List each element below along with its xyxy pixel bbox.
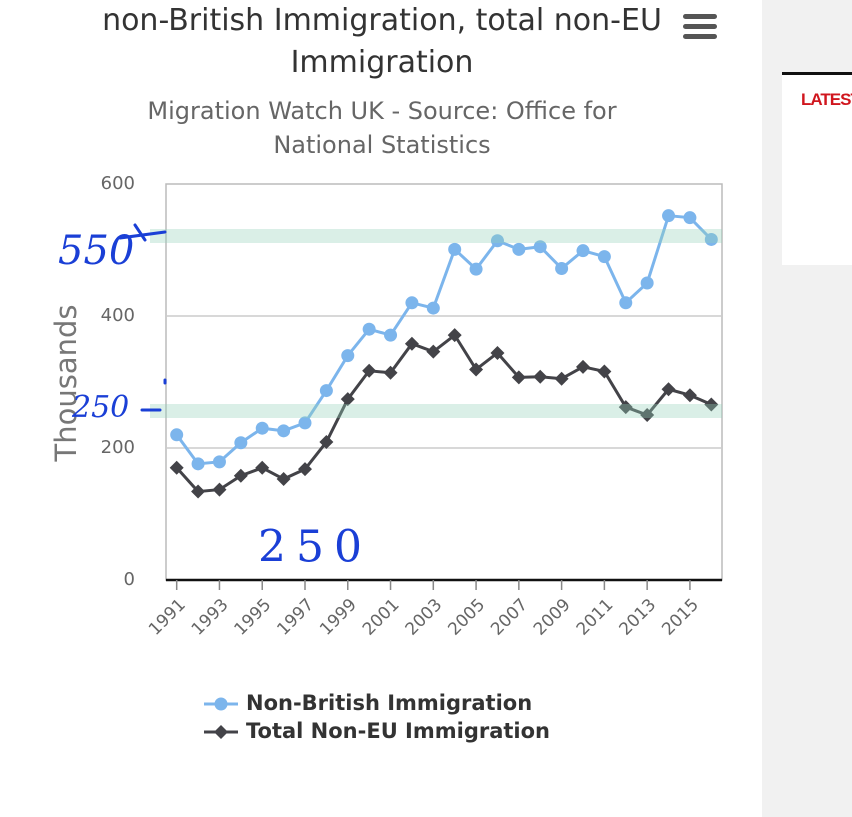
marker bbox=[362, 363, 377, 378]
x-tick-label: 1999 bbox=[316, 595, 361, 640]
x-tick-label: 2011 bbox=[573, 595, 618, 640]
marker bbox=[233, 468, 248, 483]
x-tick-label: 2015 bbox=[658, 595, 703, 640]
x-tick-label: 1993 bbox=[188, 595, 233, 640]
legend-label: Non-British Immigration bbox=[246, 691, 532, 715]
x-tick-label: 2005 bbox=[444, 595, 489, 640]
x-tick-label: 1995 bbox=[231, 595, 276, 640]
marker bbox=[448, 242, 462, 256]
marker bbox=[490, 345, 505, 360]
marker bbox=[662, 209, 676, 223]
latest-card bbox=[782, 72, 852, 265]
annotation: 250 bbox=[71, 390, 129, 425]
marker bbox=[533, 240, 547, 254]
marker bbox=[512, 242, 526, 256]
chart: Thousands 0 200 400 600 19911993199519971999… bbox=[49, 14, 723, 743]
marker bbox=[469, 362, 484, 377]
marker bbox=[170, 428, 184, 442]
x-tick-label: 1997 bbox=[273, 595, 318, 640]
annotation: 550 bbox=[58, 228, 134, 274]
marker bbox=[619, 296, 633, 310]
marker bbox=[597, 250, 611, 264]
marker bbox=[682, 388, 697, 403]
marker bbox=[191, 457, 205, 471]
marker bbox=[255, 421, 269, 435]
marker bbox=[362, 322, 376, 336]
menu-bar[interactable] bbox=[683, 24, 717, 29]
marker bbox=[255, 460, 270, 475]
marker bbox=[576, 359, 590, 374]
marker bbox=[640, 408, 655, 422]
chart-title: non-British Immigration, total non-EU Im… bbox=[102, 3, 662, 80]
marker bbox=[319, 384, 333, 398]
x-tick-label: 1991 bbox=[145, 595, 190, 640]
y-tick-label: 0 bbox=[124, 569, 135, 590]
menu-bar[interactable] bbox=[683, 14, 717, 19]
marker bbox=[661, 382, 676, 397]
marker bbox=[319, 435, 334, 450]
x-tick-label: 2001 bbox=[359, 595, 404, 640]
legend-label: Total Non-EU Immigration bbox=[246, 719, 550, 743]
y-tick-label: 600 bbox=[101, 173, 135, 194]
marker bbox=[704, 397, 719, 412]
marker bbox=[469, 262, 483, 276]
marker bbox=[447, 328, 462, 343]
menu-icon[interactable] bbox=[683, 14, 717, 39]
marker bbox=[576, 244, 590, 258]
marker bbox=[554, 371, 569, 386]
y-axis-label: Thousands bbox=[49, 305, 83, 463]
marker bbox=[384, 328, 398, 342]
menu-bar[interactable] bbox=[683, 34, 717, 39]
marker bbox=[383, 365, 398, 380]
latest-heading[interactable]: LATEST bbox=[801, 90, 852, 109]
marker bbox=[511, 370, 526, 385]
y-tick-label: 400 bbox=[101, 305, 135, 326]
marker bbox=[426, 344, 441, 359]
marker bbox=[405, 296, 419, 310]
chart-subtitle: Migration Watch UK - Source: Office for … bbox=[147, 97, 617, 159]
annotation: 250 bbox=[258, 522, 372, 573]
x-tick-label: 2009 bbox=[530, 595, 575, 640]
legend-item[interactable]: Non-British Immigration bbox=[204, 691, 532, 715]
marker bbox=[234, 436, 248, 450]
y-tick-label: 200 bbox=[101, 437, 135, 458]
marker bbox=[298, 462, 312, 477]
highlight-band bbox=[150, 404, 722, 418]
marker bbox=[277, 424, 291, 438]
marker bbox=[214, 725, 228, 739]
marker bbox=[298, 416, 312, 430]
marker bbox=[640, 276, 654, 290]
marker bbox=[555, 261, 569, 275]
marker bbox=[426, 301, 440, 315]
marker bbox=[169, 460, 184, 475]
marker bbox=[212, 455, 226, 469]
pen-stroke bbox=[118, 223, 167, 242]
marker bbox=[340, 392, 355, 407]
marker bbox=[683, 211, 697, 225]
marker bbox=[212, 482, 227, 497]
marker bbox=[704, 232, 718, 246]
marker bbox=[597, 364, 612, 379]
marker bbox=[191, 484, 206, 499]
pen-stroke bbox=[140, 378, 167, 412]
highlight-band bbox=[150, 229, 722, 243]
x-tick-label: 2007 bbox=[487, 595, 532, 640]
legend-item[interactable]: Total Non-EU Immigration bbox=[204, 719, 550, 743]
x-tick-label: 2013 bbox=[615, 595, 660, 640]
marker bbox=[533, 369, 548, 384]
marker bbox=[490, 234, 504, 248]
marker bbox=[618, 400, 633, 415]
marker bbox=[404, 336, 419, 351]
marker bbox=[276, 472, 291, 487]
marker bbox=[214, 697, 228, 711]
marker bbox=[341, 349, 355, 363]
plot-border bbox=[165, 183, 723, 581]
handwriting bbox=[118, 223, 167, 412]
x-tick-label: 2003 bbox=[402, 595, 447, 640]
